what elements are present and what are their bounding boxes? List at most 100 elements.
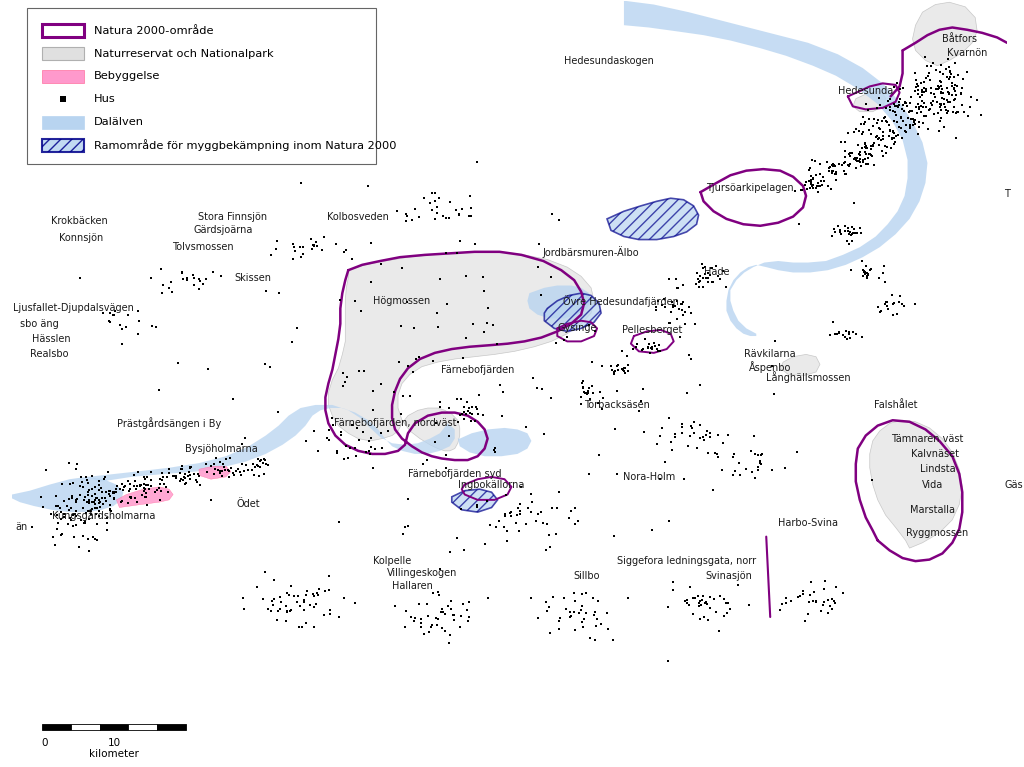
Point (578, 607, 594, 620)
Point (286, 590, 302, 602)
Point (820, 180, 837, 193)
Point (63, 514, 80, 526)
Point (117, 480, 133, 492)
Point (946, 79, 963, 91)
Point (406, 322, 422, 334)
Point (859, 142, 876, 154)
Point (927, 108, 943, 120)
Point (458, 270, 474, 282)
Point (680, 439, 696, 452)
Point (500, 525, 516, 537)
Point (309, 587, 326, 599)
Point (671, 303, 687, 315)
Point (575, 374, 592, 387)
Point (831, 158, 848, 170)
Point (105, 487, 122, 499)
Point (552, 611, 568, 624)
Point (825, 160, 842, 172)
Point (829, 328, 846, 340)
Point (335, 367, 351, 379)
Point (142, 480, 159, 492)
Point (679, 597, 695, 610)
Text: Skissen: Skissen (234, 273, 271, 283)
Point (727, 465, 743, 477)
Point (221, 452, 238, 464)
Point (914, 95, 931, 107)
Point (904, 104, 921, 117)
Point (187, 473, 204, 486)
Point (84, 502, 100, 515)
Point (566, 587, 583, 599)
Point (215, 461, 231, 473)
Point (854, 156, 870, 168)
Point (218, 453, 234, 466)
Point (72, 479, 88, 492)
Text: Harbo-Svina: Harbo-Svina (778, 518, 838, 528)
Point (906, 117, 923, 130)
Point (959, 110, 976, 122)
Point (543, 391, 559, 403)
Point (716, 611, 732, 623)
Point (456, 544, 472, 556)
Point (360, 445, 377, 457)
Point (676, 472, 692, 485)
Point (398, 210, 415, 222)
Point (827, 167, 844, 179)
Point (855, 117, 871, 130)
Point (559, 331, 575, 343)
Polygon shape (527, 285, 591, 318)
Point (102, 307, 119, 319)
Point (824, 315, 841, 328)
Point (298, 435, 314, 447)
Point (451, 209, 467, 221)
Point (160, 486, 176, 498)
Point (56, 509, 73, 521)
Point (592, 386, 608, 398)
Point (594, 403, 610, 415)
Point (840, 225, 856, 238)
Point (933, 59, 949, 71)
Point (701, 427, 718, 439)
Point (947, 132, 964, 144)
Point (907, 74, 924, 87)
Point (574, 621, 591, 633)
Point (203, 459, 219, 472)
Text: Dalälven: Dalälven (93, 117, 143, 127)
Point (922, 67, 938, 80)
Point (892, 290, 908, 302)
Point (943, 67, 959, 80)
Point (441, 637, 458, 649)
Point (440, 600, 457, 612)
Point (336, 453, 352, 466)
Point (293, 176, 309, 189)
Point (549, 502, 565, 514)
Point (162, 463, 178, 475)
Point (129, 480, 145, 492)
Text: Torbacksäsen: Torbacksäsen (584, 400, 650, 410)
Point (532, 288, 549, 301)
Point (539, 518, 555, 530)
Point (772, 604, 788, 617)
Point (615, 361, 632, 374)
Point (689, 442, 706, 454)
Point (587, 634, 603, 646)
Point (851, 149, 867, 161)
Point (801, 595, 817, 607)
Point (641, 347, 657, 359)
Point (512, 498, 528, 510)
Point (174, 463, 190, 475)
Point (886, 132, 902, 144)
Text: Ljusfallet-Djupdalsvägen: Ljusfallet-Djupdalsvägen (13, 304, 134, 314)
Point (529, 261, 546, 273)
Point (577, 614, 593, 626)
Point (837, 167, 853, 179)
Point (101, 485, 118, 497)
Point (847, 227, 863, 239)
Point (882, 104, 898, 116)
Point (910, 97, 927, 110)
Point (551, 214, 567, 226)
Point (603, 360, 620, 373)
Text: Övre Hedesundafjärden: Övre Hedesundafjärden (563, 295, 679, 307)
Point (257, 565, 273, 578)
Point (670, 313, 686, 325)
